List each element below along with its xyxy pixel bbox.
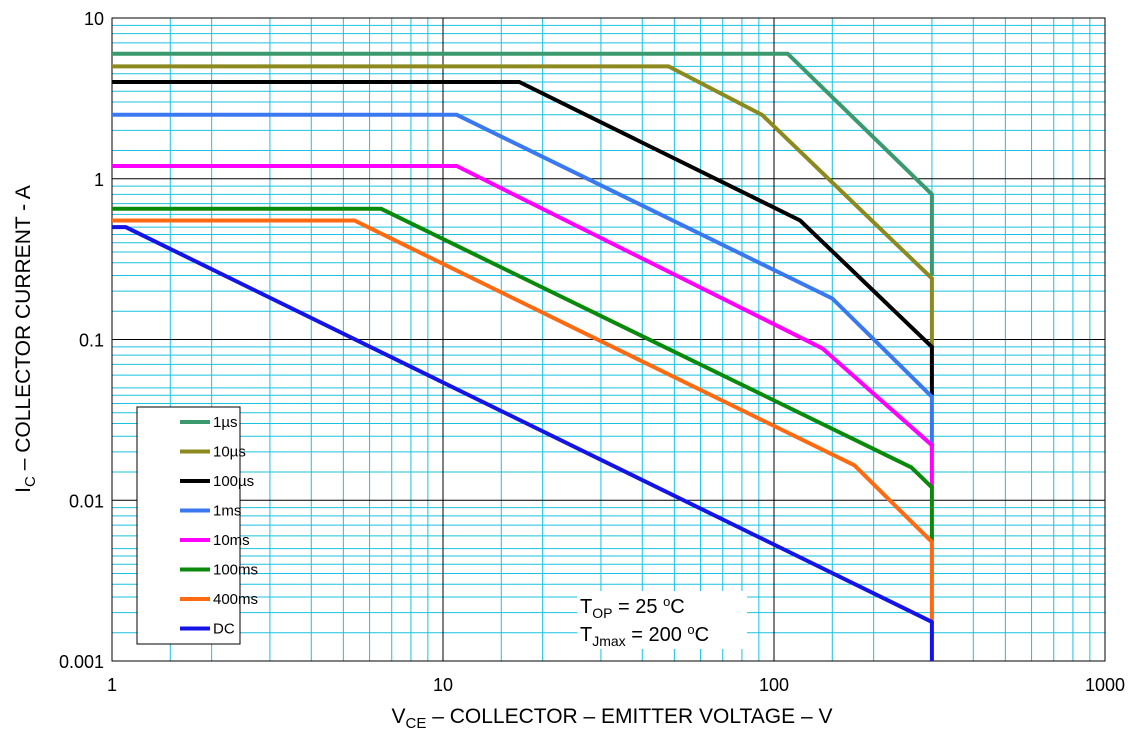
x-tick-label: 1: [107, 675, 117, 695]
y-axis-label: IC – COLLECTOR CURRENT - A: [12, 185, 39, 493]
legend-label: 1ms: [213, 503, 241, 520]
top-temperature-text: TOP = 25 oC: [580, 594, 685, 621]
top-subscript: OP: [592, 605, 612, 621]
tj-sup: o: [687, 622, 694, 637]
x-tick-labels: 1 10 100 1000: [107, 675, 1125, 695]
y-tick-labels: 0.001 0.01 0.1 1 10: [59, 9, 104, 672]
annotation-background: [577, 591, 747, 649]
top-unit: C: [670, 596, 684, 618]
series-line-7: [112, 225, 934, 661]
x-tick-label: 1000: [1085, 675, 1125, 695]
legend-label: 400ms: [213, 591, 258, 608]
series-line-3: [112, 112, 934, 449]
series-line-6: [112, 218, 934, 620]
plot-frame: [111, 17, 1106, 662]
y-axis-label-subscript: C: [22, 476, 39, 487]
y-tick-label: 0.1: [79, 331, 104, 351]
y-axis-label-rest: – COLLECTOR CURRENT - A: [12, 185, 35, 476]
series-line-0: [112, 51, 934, 276]
x-tick-label: 100: [759, 675, 789, 695]
legend-label: 100µs: [213, 473, 254, 490]
tj-prefix: T: [580, 624, 592, 646]
y-tick-label: 1: [94, 170, 104, 190]
series-lines: [112, 51, 934, 661]
y-tick-label: 0.01: [69, 491, 104, 511]
tj-rest: = 200: [626, 624, 688, 646]
y-tick-label: 10: [84, 9, 104, 29]
x-axis-label-rest: – COLLECTOR – EMITTER VOLTAGE – V: [426, 705, 832, 728]
tjmax-temperature-text: TJmax = 200 oC: [580, 622, 709, 649]
series-line-5: [112, 206, 934, 542]
y-axis-label-prefix: I: [12, 487, 35, 493]
temperature-annotation: TOP = 25 oC TJmax = 200 oC: [577, 591, 747, 649]
y-tick-label: 0.001: [59, 652, 104, 672]
x-axis-label-subscript: CE: [406, 715, 427, 732]
series-line-1: [112, 64, 934, 347]
tj-unit: C: [695, 624, 709, 646]
series-line-2: [112, 80, 934, 396]
legend-label: 1µs: [213, 414, 238, 431]
x-tick-label: 10: [433, 675, 453, 695]
legend-box: [136, 406, 241, 645]
top-rest: = 25: [612, 596, 663, 618]
x-axis-label-prefix: V: [392, 705, 406, 728]
series-line-4: [112, 164, 934, 488]
top-prefix: T: [580, 596, 592, 618]
legend: 1µs 10µs 100µs 1ms 10ms 100ms 400ms DC: [136, 406, 258, 645]
legend-label: 100ms: [213, 562, 258, 579]
tj-subscript: Jmax: [592, 633, 625, 649]
top-sup: o: [663, 594, 670, 609]
legend-label: 10µs: [213, 444, 246, 461]
legend-label: DC: [213, 621, 235, 638]
x-axis-label: VCE – COLLECTOR – EMITTER VOLTAGE – V: [392, 705, 833, 732]
legend-label: 10ms: [213, 532, 250, 549]
